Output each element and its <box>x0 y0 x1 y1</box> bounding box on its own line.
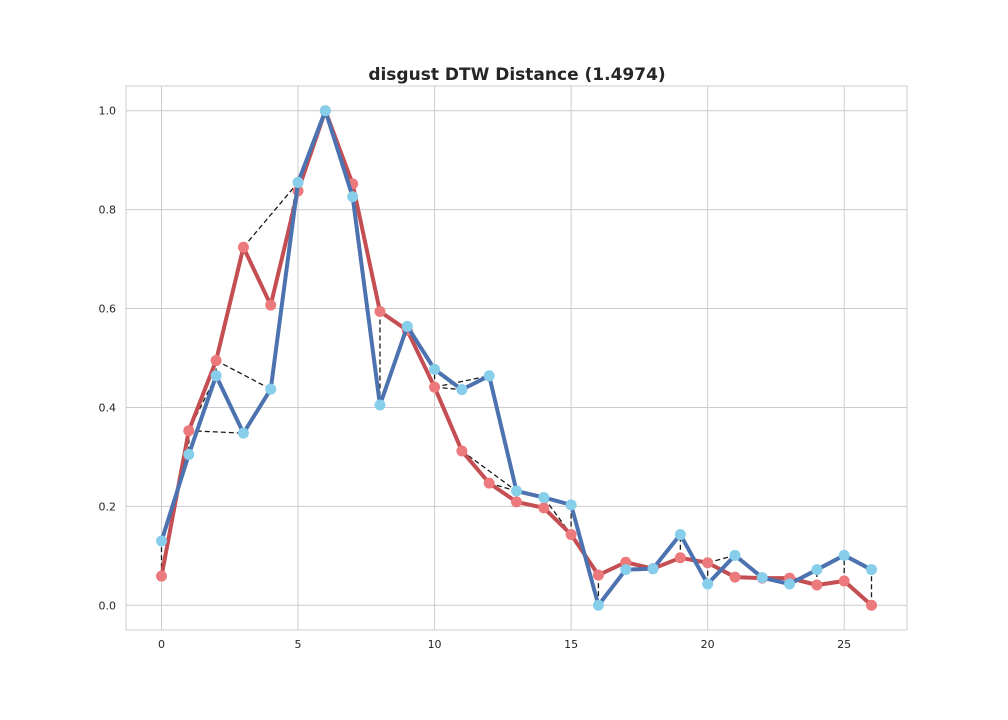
data-point <box>756 572 768 584</box>
x-tick-label: 10 <box>428 638 442 651</box>
data-point <box>511 496 522 508</box>
data-point <box>429 381 441 393</box>
data-point <box>429 363 441 375</box>
y-tick-label: 0.2 <box>99 500 117 513</box>
data-point <box>183 448 195 460</box>
data-point <box>210 354 222 366</box>
data-point <box>565 499 577 511</box>
x-tick-label: 20 <box>701 638 715 651</box>
x-tick-label: 15 <box>564 638 578 651</box>
data-point <box>674 552 686 564</box>
data-point <box>237 427 249 439</box>
dtw-link <box>434 375 490 388</box>
data-point <box>702 578 714 590</box>
data-point <box>702 557 714 569</box>
data-point <box>592 599 604 611</box>
data-point <box>592 569 604 581</box>
data-point <box>620 564 632 576</box>
data-point <box>456 445 468 457</box>
y-tick-label: 0.0 <box>99 599 117 612</box>
data-point <box>265 383 277 395</box>
series-2 <box>156 105 877 611</box>
data-point <box>565 529 577 541</box>
dtw-link <box>215 359 272 390</box>
chart-title: disgust DTW Distance (1.4974) <box>368 65 665 85</box>
data-point <box>156 570 167 582</box>
series-layer <box>156 105 877 611</box>
data-point <box>292 176 304 188</box>
plot-area <box>125 85 908 631</box>
x-tick-label: 5 <box>295 638 302 651</box>
x-tick-label: 0 <box>158 638 165 651</box>
data-point <box>483 477 495 489</box>
data-point <box>374 399 386 411</box>
data-point <box>647 563 659 575</box>
data-point <box>347 191 359 203</box>
data-point <box>156 535 167 547</box>
data-point <box>838 549 850 561</box>
grid <box>126 86 907 630</box>
y-tick-labels: 0.0 0.2 0.4 0.6 0.8 1.0 <box>99 105 117 613</box>
data-point <box>183 425 195 437</box>
data-point <box>838 575 850 587</box>
data-point <box>538 502 550 514</box>
data-point <box>483 370 495 382</box>
data-point <box>729 549 741 561</box>
data-point <box>866 599 877 611</box>
dtw-link <box>461 450 517 492</box>
data-point <box>866 564 877 576</box>
data-point <box>210 370 222 382</box>
data-point <box>538 491 550 503</box>
data-point <box>811 564 823 576</box>
data-point <box>265 299 277 311</box>
data-point <box>511 485 522 497</box>
data-point <box>674 529 686 541</box>
x-tick-labels: 0 5 10 15 20 25 <box>158 638 851 651</box>
data-point <box>374 306 386 318</box>
y-tick-label: 0.8 <box>99 204 117 217</box>
x-tick-label: 25 <box>837 638 851 651</box>
dtw-link <box>242 182 299 248</box>
data-point <box>811 579 823 591</box>
data-point <box>237 241 249 253</box>
y-tick-label: 0.4 <box>99 401 117 414</box>
data-point <box>729 571 741 583</box>
y-tick-label: 0.6 <box>99 303 117 316</box>
data-point <box>784 578 796 590</box>
y-tick-label: 1.0 <box>99 105 117 118</box>
data-point <box>456 384 468 396</box>
data-point <box>319 105 331 117</box>
data-point <box>401 320 413 332</box>
